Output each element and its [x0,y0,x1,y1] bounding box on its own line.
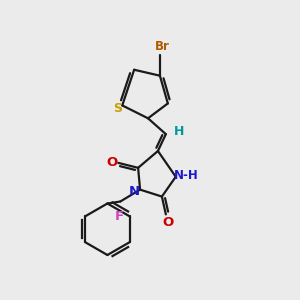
Text: H: H [173,125,184,138]
Text: Br: Br [154,40,169,53]
Text: N-H: N-H [174,169,199,182]
Text: N: N [129,185,140,198]
Text: F: F [115,210,124,223]
Text: O: O [162,216,173,229]
Text: O: O [107,156,118,170]
Text: S: S [113,102,122,115]
